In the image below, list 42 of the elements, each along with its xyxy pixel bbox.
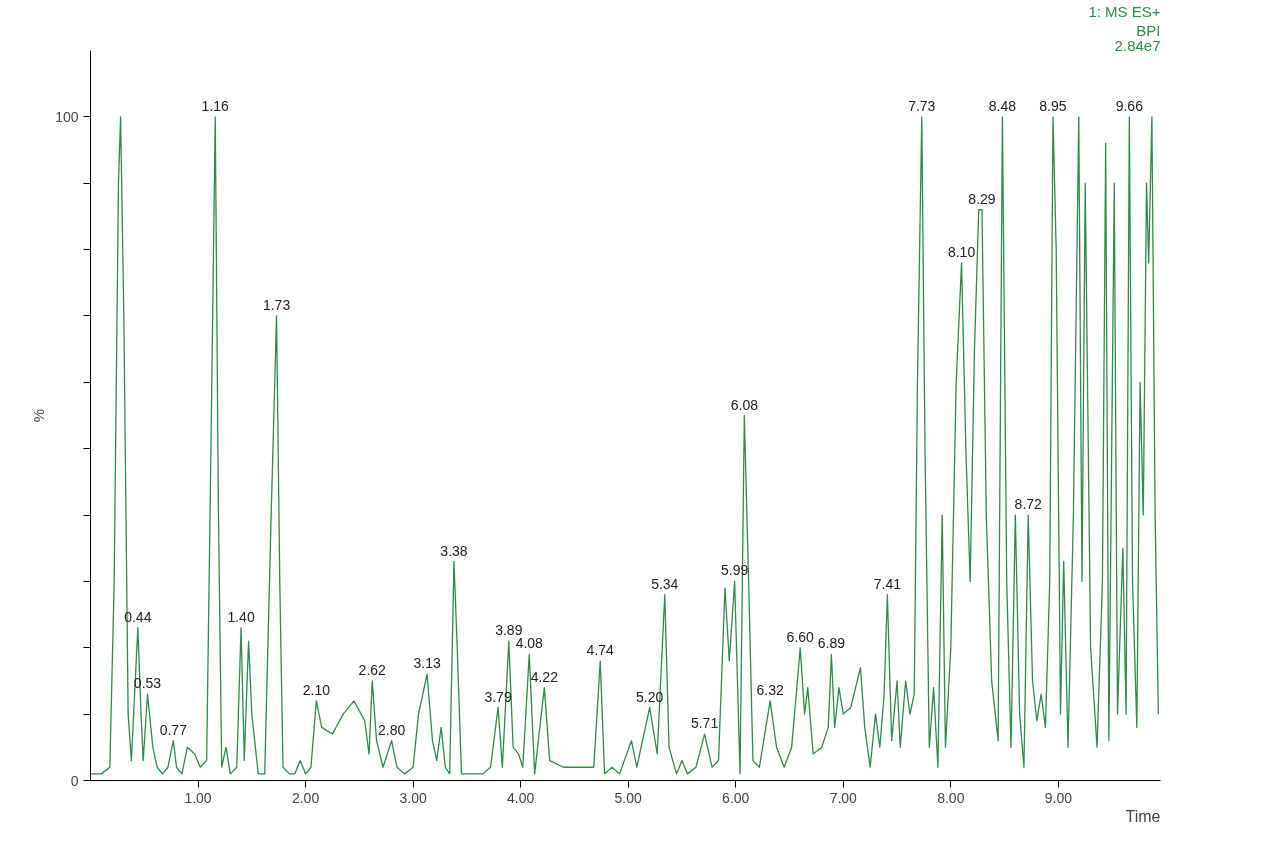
x-tick-label: 6.00 bbox=[722, 789, 750, 806]
annotation: 7.73 bbox=[908, 97, 936, 114]
x-tick-label: 7.00 bbox=[829, 789, 858, 806]
annotation: 2.80 bbox=[377, 721, 406, 738]
x-tick-label: 9.00 bbox=[1044, 789, 1073, 806]
annotation: 0.77 bbox=[159, 721, 188, 738]
annotation: 8.10 bbox=[947, 243, 976, 260]
annotation: 5.34 bbox=[651, 575, 679, 592]
annotation: 1.73 bbox=[262, 296, 291, 313]
x-tick-label: 8.00 bbox=[937, 789, 965, 806]
annotation: 8.48 bbox=[988, 97, 1017, 114]
annotation: 6.89 bbox=[817, 635, 846, 652]
annotation: 1.40 bbox=[227, 608, 255, 625]
y-tick-label: 0 bbox=[70, 772, 79, 789]
annotation: 8.95 bbox=[1039, 97, 1067, 114]
x-tick-label: 1.00 bbox=[184, 789, 212, 806]
annotation: 3.13 bbox=[413, 655, 441, 672]
annotation: 6.32 bbox=[756, 681, 784, 698]
annotation: 2.10 bbox=[302, 681, 331, 698]
x-tick-label: 3.00 bbox=[399, 789, 427, 806]
y-axis-title: % bbox=[30, 408, 48, 423]
annotation: 4.74 bbox=[586, 642, 615, 659]
annotation: 8.29 bbox=[968, 190, 996, 207]
x-tick-label: 2.00 bbox=[291, 789, 320, 806]
text: 1: MS ES+ bbox=[1088, 2, 1161, 20]
annotation: 7.41 bbox=[873, 575, 902, 592]
y-tick-label: 100 bbox=[55, 108, 79, 125]
annotation: 4.22 bbox=[530, 668, 559, 685]
annotation: 1.16 bbox=[201, 97, 230, 114]
annotation: 5.71 bbox=[690, 715, 719, 732]
x-tick-label: 5.00 bbox=[614, 789, 643, 806]
annotation: 3.38 bbox=[440, 542, 468, 559]
text: BPI bbox=[1136, 21, 1161, 39]
x-axis-title: Time bbox=[1125, 807, 1161, 825]
annotation: 6.60 bbox=[786, 628, 815, 645]
annotation: 6.08 bbox=[730, 396, 759, 413]
annotation: 2.62 bbox=[358, 661, 387, 678]
annotation: 9.66 bbox=[1115, 97, 1144, 114]
line-series bbox=[90, 116, 1159, 775]
x-tick-label: 4.00 bbox=[507, 789, 535, 806]
annotation: 8.72 bbox=[1014, 496, 1043, 513]
annotation: 2.84e7 bbox=[1114, 36, 1161, 54]
